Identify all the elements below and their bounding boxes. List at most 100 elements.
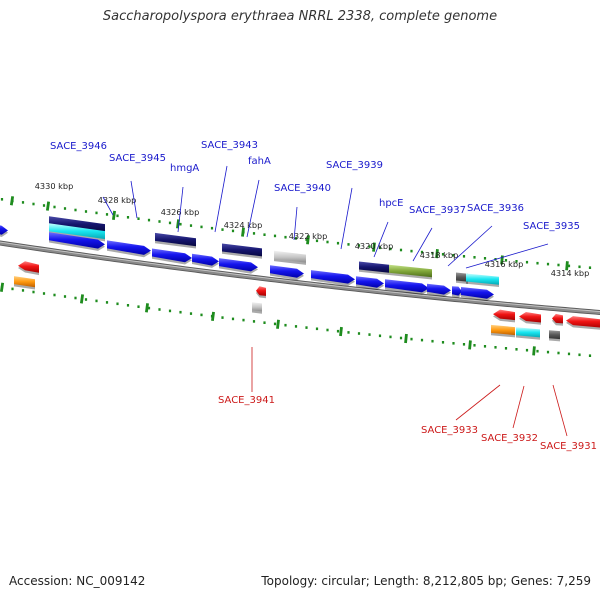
ring-dot: [294, 237, 298, 240]
ring-dot: [515, 260, 518, 263]
major-tick: [404, 333, 408, 344]
ring-dot: [420, 250, 424, 254]
leader-line: [412, 227, 433, 262]
scale-label: 4324 kbp: [224, 220, 263, 230]
gene-feature: [49, 232, 105, 249]
gene-feature: [549, 330, 560, 340]
gene-label-forward: hpcE: [379, 198, 404, 209]
ring-dot: [210, 226, 214, 230]
gene-feature: [461, 287, 494, 299]
ring-dot: [399, 248, 403, 252]
scale-label: 4314 kbp: [551, 268, 590, 278]
ring-dot: [63, 295, 67, 298]
gene-feature: [385, 279, 429, 293]
ring-dot: [284, 323, 287, 327]
ring-dot: [242, 318, 245, 322]
ring-dot: [399, 336, 403, 340]
gene-label-reverse: SACE_3931: [540, 441, 597, 452]
leader-line: [512, 385, 525, 429]
gene-feature: [222, 243, 262, 257]
ring-dot: [494, 346, 497, 349]
leader-line: [465, 243, 549, 269]
gene-label-forward: SACE_3936: [467, 203, 524, 214]
gene-feature: [14, 276, 35, 288]
ring-dot: [357, 244, 361, 247]
ring-dot: [32, 290, 35, 294]
gene-feature: [0, 225, 8, 235]
gene-label-forward: SACE_3939: [326, 160, 383, 171]
gene-feature: [311, 270, 355, 284]
gene-feature: [452, 286, 462, 296]
ring-dot: [389, 335, 392, 339]
gene-feature: [152, 248, 192, 263]
ring-dot: [504, 347, 508, 350]
ring-dot: [347, 243, 350, 246]
ring-dot: [200, 225, 203, 229]
scale-label: 4328 kbp: [98, 195, 137, 205]
ring-dot: [305, 238, 308, 241]
ring-dot: [147, 218, 151, 222]
ring-dot: [221, 316, 224, 319]
gene-feature: [566, 316, 600, 328]
ring-dot: [105, 213, 109, 216]
gene-label-reverse: SACE_3941: [218, 395, 275, 406]
ring-dot: [347, 331, 350, 334]
ring-dot: [53, 293, 56, 297]
ring-dot: [378, 334, 382, 338]
gene-feature: [552, 313, 563, 324]
ring-dot: [483, 257, 487, 260]
feature-layer: [0, 216, 600, 342]
ring-dot: [525, 348, 529, 352]
ring-dot: [273, 234, 277, 238]
ring-dot: [21, 201, 25, 204]
leader-line: [102, 196, 114, 216]
ring-dot: [0, 198, 4, 201]
ring-dot: [336, 241, 340, 245]
ring-dot: [95, 211, 98, 215]
ring-dot: [420, 338, 424, 342]
major-tick: [0, 282, 5, 292]
leader-line: [447, 225, 493, 267]
ring-dot: [116, 302, 119, 306]
gene-label-forward: SACE_3940: [274, 183, 331, 194]
ring-dot: [588, 266, 592, 269]
accession-text: Accession: NC_009142: [9, 574, 146, 588]
ring-dot: [189, 312, 193, 315]
ring-dot: [452, 342, 455, 345]
major-tick: [435, 249, 439, 259]
ring-dot: [336, 329, 340, 333]
leader-line: [455, 384, 501, 421]
gene-feature: [274, 250, 306, 263]
scale-label: 4316 kbp: [485, 259, 524, 269]
ring-dot: [462, 255, 466, 258]
ring-dot: [578, 265, 581, 269]
ring-dot: [147, 306, 151, 310]
ring-dot: [126, 216, 130, 219]
ring-dot: [483, 345, 487, 348]
gene-feature: [493, 309, 515, 321]
ring-dot: [284, 235, 287, 239]
ring-dot: [200, 313, 203, 317]
ring-dot: [95, 299, 98, 303]
gene-feature: [491, 324, 515, 336]
scale-label: 4330 kbp: [35, 181, 74, 191]
backbone-layer: [0, 240, 600, 315]
gene-feature: [219, 258, 258, 272]
ring-dot: [32, 202, 35, 206]
ring-dot: [462, 343, 466, 346]
backbone-highlight: [0, 241, 600, 313]
major-tick: [565, 261, 569, 271]
ring-dot: [42, 204, 46, 207]
gene-feature: [519, 312, 541, 323]
gene-label-forward: SACE_3943: [201, 140, 258, 151]
ring-dot: [504, 259, 508, 262]
ring-dot: [84, 210, 88, 213]
leader-line: [373, 221, 389, 258]
ring-dot: [557, 263, 560, 267]
ring-dot: [378, 246, 382, 250]
leader-line: [130, 180, 138, 219]
gene-label-reverse: SACE_3933: [421, 425, 478, 436]
ring-dot: [179, 310, 182, 314]
map-title: Saccharopolyspora erythraea NRRL 2338, c…: [102, 9, 498, 24]
